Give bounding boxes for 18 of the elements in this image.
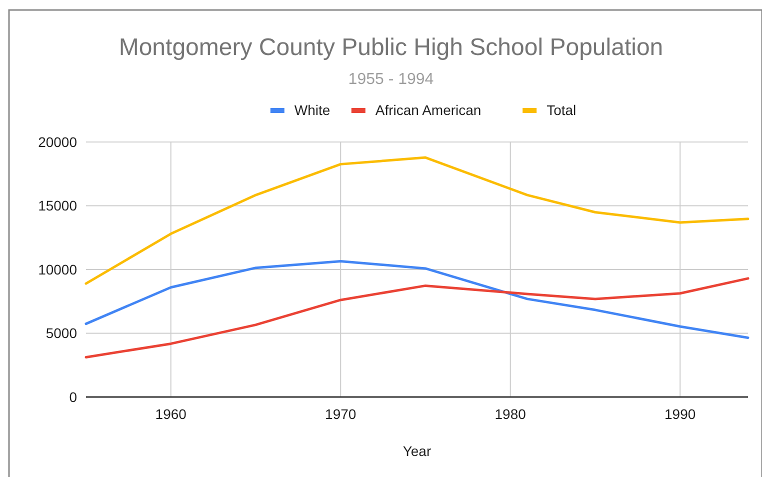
y-tick-label: 10000	[38, 261, 78, 278]
line-series	[84, 260, 750, 339]
line-series	[84, 277, 750, 358]
line-series	[84, 156, 750, 285]
y-tick-label: 20000	[38, 134, 78, 150]
legend-label: African American	[375, 102, 482, 118]
x-tick-label: 1960	[155, 406, 187, 422]
legend-label: Total	[546, 102, 576, 118]
y-tick-label: 5000	[46, 325, 78, 342]
y-tick-label: 15000	[38, 198, 78, 214]
legend-label: White	[294, 102, 330, 118]
chart-subtitle: 1955 - 1994	[348, 71, 434, 88]
x-axis-title: Year	[402, 443, 432, 459]
x-tick-label: 1970	[325, 406, 356, 422]
x-tick-label: 1990	[664, 406, 696, 422]
x-tick-label: 1980	[494, 406, 526, 422]
y-tick-label: 0	[69, 388, 78, 405]
chart-title: Montgomery County Public High School Population	[118, 34, 664, 61]
